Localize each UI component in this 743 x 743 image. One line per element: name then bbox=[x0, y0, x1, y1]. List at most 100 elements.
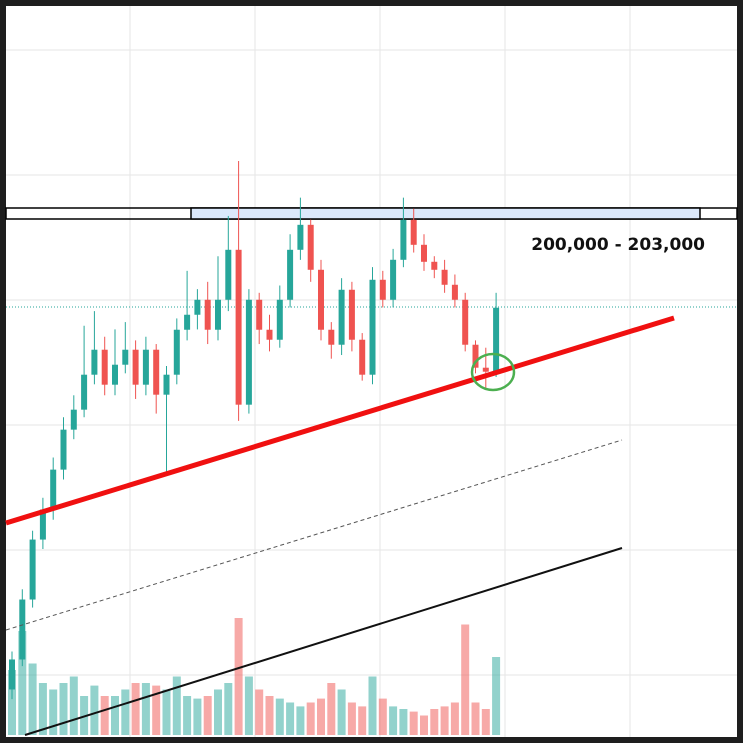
candle-body bbox=[91, 349, 98, 375]
volume-bar bbox=[69, 676, 78, 735]
candle-body bbox=[215, 299, 221, 330]
volume-bar bbox=[492, 657, 501, 735]
volume-bar bbox=[420, 715, 428, 735]
candle-body bbox=[307, 224, 314, 270]
volume-bar bbox=[234, 618, 243, 735]
volume-bar bbox=[131, 683, 140, 735]
volume-bar bbox=[358, 706, 367, 735]
volume-bar bbox=[152, 685, 161, 735]
volume-bar bbox=[296, 706, 305, 735]
volume-bar bbox=[28, 663, 37, 735]
volume-bar bbox=[286, 702, 295, 735]
volume-bar bbox=[347, 702, 356, 735]
candle-body bbox=[369, 279, 376, 375]
volume-bar bbox=[38, 683, 47, 735]
candle-body bbox=[9, 659, 15, 690]
volume-bar bbox=[399, 709, 408, 735]
candle-body bbox=[163, 374, 170, 395]
candle-body bbox=[390, 259, 397, 300]
volume-bar bbox=[317, 698, 325, 735]
volume-bar bbox=[214, 689, 222, 735]
candle-body bbox=[451, 284, 458, 300]
volume-bar bbox=[275, 698, 284, 735]
volume-bar bbox=[430, 709, 439, 735]
candle-body bbox=[318, 269, 324, 330]
candle-body bbox=[297, 224, 304, 250]
dashed-channel-line bbox=[5, 439, 623, 631]
candle-body bbox=[400, 219, 407, 260]
support-trendline bbox=[5, 315, 675, 526]
candle-body bbox=[256, 299, 263, 330]
candle-body bbox=[421, 244, 427, 262]
volume-bar bbox=[203, 696, 212, 735]
volume-bar bbox=[389, 706, 398, 735]
volume-bar bbox=[224, 683, 233, 735]
candle-body bbox=[153, 349, 160, 395]
volume-bar bbox=[100, 696, 109, 735]
candle-body bbox=[39, 509, 46, 540]
candle-body bbox=[462, 299, 469, 345]
volume-bar bbox=[409, 711, 418, 735]
volume-bar bbox=[183, 696, 192, 735]
volume-bar bbox=[378, 698, 387, 735]
candle-body bbox=[184, 314, 191, 330]
candle-body bbox=[60, 429, 67, 470]
candle-body bbox=[379, 279, 386, 300]
volume-bar bbox=[90, 685, 99, 735]
volume-bar bbox=[450, 702, 459, 735]
volume-bar bbox=[461, 624, 470, 735]
volume-bar bbox=[141, 683, 150, 735]
volume-bar bbox=[471, 702, 480, 735]
candle-body bbox=[50, 469, 57, 510]
candle-body bbox=[122, 349, 129, 365]
candle-body bbox=[266, 329, 273, 340]
candle-body bbox=[482, 367, 489, 372]
volume-bar bbox=[265, 696, 274, 735]
candle-body bbox=[225, 249, 232, 300]
zone-box bbox=[190, 207, 701, 220]
candle-body bbox=[410, 219, 417, 245]
marks bbox=[8, 161, 501, 735]
highlight-circle bbox=[470, 352, 516, 392]
candle-body bbox=[359, 339, 366, 375]
candle-body bbox=[472, 344, 479, 368]
volume-bar bbox=[327, 683, 336, 735]
candle-body bbox=[194, 299, 201, 315]
candle-body bbox=[245, 299, 252, 405]
volume-bar bbox=[172, 676, 181, 735]
candle-body bbox=[132, 349, 139, 385]
volume-bar bbox=[368, 676, 377, 735]
volume-bar bbox=[49, 689, 58, 735]
candle-body bbox=[101, 349, 108, 385]
volume-bar bbox=[162, 689, 171, 735]
volume-bar bbox=[481, 709, 490, 735]
candle-body bbox=[328, 329, 335, 345]
candle-body bbox=[441, 269, 448, 285]
candle-body bbox=[338, 289, 345, 345]
candle-body bbox=[70, 409, 77, 430]
candle-body bbox=[287, 249, 294, 300]
zone-label: 200,000 - 203,000 bbox=[531, 235, 705, 255]
volume-bar bbox=[8, 670, 16, 735]
volume-bar bbox=[337, 689, 346, 735]
volume-bar bbox=[111, 696, 119, 735]
candle-body bbox=[348, 289, 355, 340]
candle-body bbox=[29, 539, 36, 600]
volume-bar bbox=[193, 698, 202, 735]
volume-bar bbox=[121, 689, 130, 735]
volume-bar bbox=[18, 631, 27, 735]
volume-bar bbox=[440, 706, 449, 735]
volume-bar bbox=[306, 702, 315, 735]
candle-body bbox=[173, 329, 180, 375]
candle-body bbox=[493, 307, 500, 372]
volume-bar bbox=[255, 689, 264, 735]
candle-body bbox=[431, 261, 438, 270]
volume-bar bbox=[244, 676, 253, 735]
volume-bar bbox=[59, 683, 68, 735]
candle-body bbox=[19, 599, 26, 660]
candle-body bbox=[235, 249, 242, 405]
candle-body bbox=[276, 299, 283, 340]
candle-body bbox=[142, 349, 149, 385]
